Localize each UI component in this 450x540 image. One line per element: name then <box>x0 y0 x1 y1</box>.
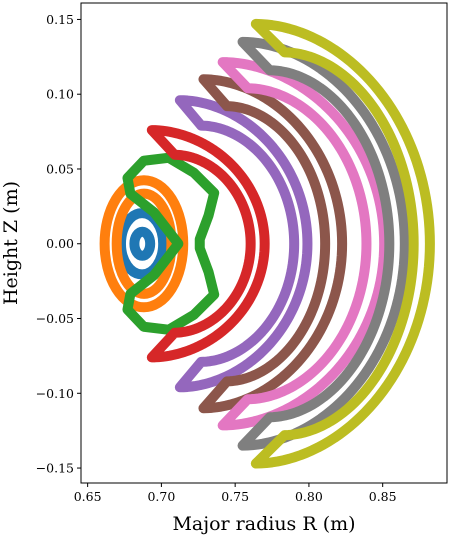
y-tick-label: 0.15 <box>46 12 74 27</box>
y-axis: −0.15 −0.10 −0.05 0.00 0.05 0.10 0.15 <box>36 12 81 476</box>
series-5-surface <box>174 95 313 393</box>
series-3-surface <box>122 152 220 335</box>
y-tick-label: −0.05 <box>36 311 74 326</box>
x-tick-label: 0.75 <box>221 489 249 504</box>
y-tick-label: 0.05 <box>46 161 74 176</box>
y-tick-label: 0.00 <box>46 236 74 251</box>
x-tick-label: 0.80 <box>295 489 323 504</box>
y-tick-label: −0.10 <box>36 386 74 401</box>
x-axis: 0.65 0.70 0.75 0.80 0.85 <box>74 483 397 504</box>
y-tick-label: 0.10 <box>46 87 74 102</box>
data-layer <box>99 18 435 469</box>
series-7-surface <box>217 57 390 431</box>
x-tick-label: 0.70 <box>147 489 175 504</box>
series-8-surface <box>237 36 410 451</box>
series-6-surface <box>198 74 348 414</box>
y-tick-label: −0.15 <box>36 461 74 476</box>
x-tick-label: 0.65 <box>74 489 102 504</box>
series-4-surface <box>146 125 270 363</box>
y-axis-label: Height Z (m) <box>0 181 22 305</box>
x-axis-label: Major radius R (m) <box>172 513 355 535</box>
plot-frame <box>80 2 448 484</box>
series-9-surface <box>250 18 435 469</box>
series-1-surface <box>115 208 169 280</box>
x-tick-label: 0.85 <box>369 489 397 504</box>
